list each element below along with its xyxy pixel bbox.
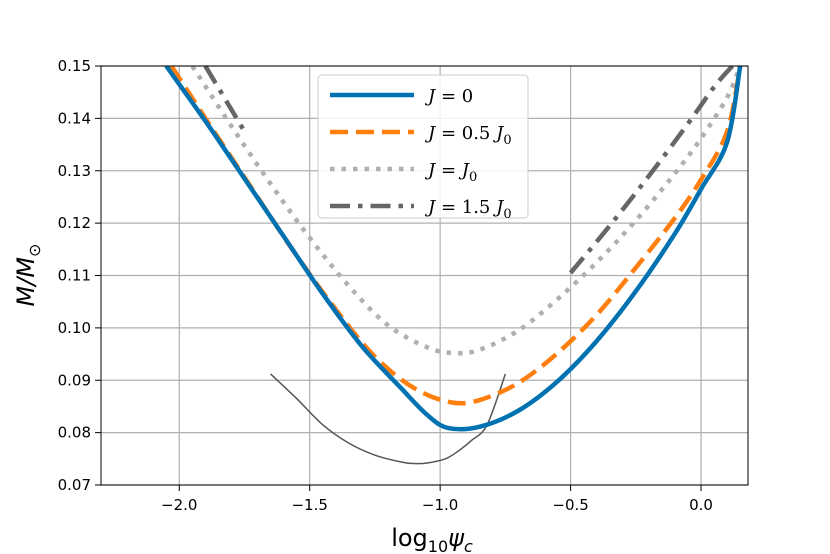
series-line-3-seg0	[203, 66, 247, 133]
series-line-3-seg1	[568, 66, 735, 275]
series-line-0	[164, 66, 743, 432]
x-tick-label: −0.5	[552, 496, 588, 514]
x-axis-label-var: ψ	[448, 524, 465, 552]
legend-label-3: J = 1.5 J0	[424, 197, 512, 222]
x-axis-label-main: log	[391, 524, 428, 552]
x-axis-label: log10ψc	[391, 524, 473, 554]
y-tick-label: 0.08	[58, 424, 91, 442]
x-axis-label-sub: 10	[428, 537, 448, 554]
y-tick-label: 0.07	[58, 476, 91, 494]
legend-label-1: J = 0.5 J0	[424, 123, 512, 148]
x-tick-label: 0.0	[689, 496, 713, 514]
y-tick-label: 0.15	[58, 57, 91, 75]
x-axis-label-var-sub: c	[464, 537, 473, 554]
y-tick-label: 0.14	[58, 109, 91, 127]
y-axis-label: M/M⊙	[12, 244, 44, 307]
ticks: −2.0 −1.5 −1.0 −0.5 0.0 0.07 0.08 0.09 0.10 0.11 0…	[58, 57, 713, 514]
y-tick-label: 0.09	[58, 371, 91, 389]
y-axis-label-main: M/M	[12, 257, 40, 307]
legend: J = 0 J = 0.5 J0 J = J0 J = 1.5 J0	[317, 74, 529, 222]
series-line-2	[190, 66, 743, 356]
legend-box	[317, 74, 529, 219]
y-axis-label-sub: ⊙	[25, 244, 44, 257]
x-tick-label: −2.0	[161, 496, 197, 514]
y-tick-label: 0.11	[58, 267, 91, 285]
x-tick-label: −1.5	[291, 496, 327, 514]
y-tick-label: 0.12	[58, 214, 91, 232]
legend-label-2: J = J0	[424, 160, 477, 185]
y-tick-label: 0.10	[58, 319, 91, 337]
series-line-4	[270, 373, 507, 465]
y-tick-label: 0.13	[58, 162, 91, 180]
x-tick-label: −1.0	[422, 496, 458, 514]
legend-label-0: J = 0	[424, 86, 473, 107]
